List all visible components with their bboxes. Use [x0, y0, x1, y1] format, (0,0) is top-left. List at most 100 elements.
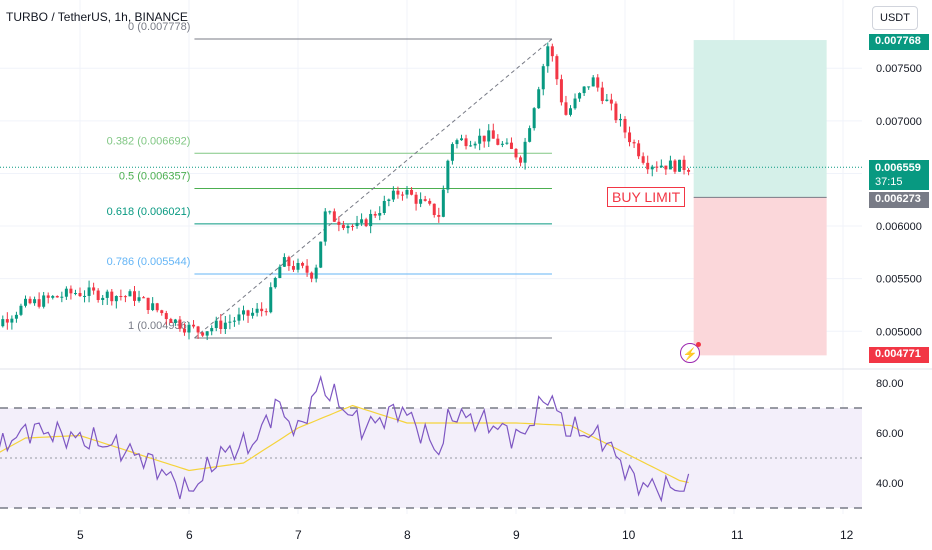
candle-body-70: [291, 266, 295, 270]
candle-body-144: [628, 132, 632, 143]
candle-body-132: [573, 98, 577, 109]
candle-body-122: [528, 128, 532, 142]
candle-body-99: [423, 199, 427, 201]
candle-body-16: [46, 295, 50, 298]
candle-body-117: [505, 142, 509, 144]
current-price-value: 0.006559: [875, 162, 921, 174]
candle-body-150: [655, 166, 659, 168]
candle-body-92: [391, 190, 395, 200]
candle-body-55: [223, 322, 227, 330]
candle-body-93: [396, 190, 400, 195]
candle-body-72: [301, 262, 305, 266]
candle-body-104: [446, 160, 450, 190]
candle-body-53: [214, 320, 218, 329]
alert-dot: [696, 342, 701, 347]
candle-body-73: [305, 265, 309, 273]
candle-body-30: [110, 291, 114, 302]
candle-body-65: [269, 287, 273, 313]
candle-body-119: [514, 148, 518, 158]
candle-body-96: [410, 189, 414, 195]
candle-body-60: [246, 310, 250, 316]
x-tick-label-1: 6: [186, 528, 193, 542]
rsi-tick-label-0: 40.00: [876, 478, 904, 490]
candle-body-153: [668, 160, 672, 170]
candle-body-36: [137, 297, 141, 301]
candle-body-18: [55, 296, 59, 298]
candle-body-38: [146, 297, 150, 311]
candle-body-54: [219, 320, 223, 330]
symbol-title: TURBO / TetherUS, 1h, BINANCE: [6, 10, 188, 24]
candle-body-112: [482, 135, 486, 142]
x-tick-label-7: 12: [840, 528, 854, 542]
candle-body-41: [160, 310, 164, 314]
candle-body-77: [323, 211, 327, 242]
candle-body-43: [169, 319, 173, 323]
candle-body-115: [496, 138, 500, 145]
candle-body-82: [346, 225, 350, 229]
candle-body-121: [523, 141, 527, 163]
y-tick-label-0: 0.005000: [876, 326, 922, 338]
candle-body-149: [650, 166, 654, 170]
candle-body-152: [664, 165, 668, 170]
candle-body-48: [192, 324, 196, 327]
candle-body-61: [251, 312, 255, 316]
candle-body-19: [60, 296, 64, 298]
target-zone: [693, 40, 827, 198]
candle-body-151: [659, 165, 663, 168]
candle-body-68: [282, 257, 286, 267]
candle-body-103: [441, 189, 445, 217]
candle-body-27: [96, 290, 100, 301]
stop-price-tag: 0.004771: [869, 347, 929, 363]
candle-body-63: [260, 308, 264, 312]
candle-body-64: [264, 311, 268, 313]
candle-body-157: [687, 169, 691, 172]
x-tick-label-6: 11: [731, 528, 744, 542]
candle-body-67: [278, 266, 282, 279]
candle-body-45: [178, 319, 182, 329]
candle-body-154: [673, 160, 677, 172]
currency-button[interactable]: USDT: [872, 6, 918, 30]
rsi-tick-label-2: 80.00: [876, 378, 904, 390]
candle-body-12: [28, 298, 32, 304]
x-tick-label-3: 8: [404, 528, 411, 542]
candle-body-123: [532, 108, 536, 129]
candle-body-51: [205, 331, 209, 336]
candle-body-47: [187, 324, 191, 333]
fib-trend-line: [194, 38, 553, 339]
candle-body-109: [469, 145, 473, 147]
candle-body-11: [24, 298, 27, 306]
candle-body-69: [287, 257, 291, 267]
candle-body-23: [78, 293, 82, 297]
candle-countdown: 37:15: [875, 176, 903, 188]
candle-body-97: [414, 194, 418, 204]
candle-body-108: [464, 138, 468, 147]
candle-body-17: [51, 296, 55, 298]
candle-body-101: [432, 203, 436, 216]
candle-body-129: [559, 79, 563, 103]
candle-body-136: [591, 77, 595, 87]
candle-body-24: [83, 295, 87, 297]
buy-limit-label[interactable]: BUY LIMIT: [607, 187, 686, 207]
candle-body-86: [364, 219, 368, 227]
stop-zone: [693, 197, 827, 356]
candle-body-134: [582, 86, 586, 94]
candle-body-80: [337, 221, 341, 225]
candle-body-13: [33, 299, 37, 304]
candle-body-106: [455, 140, 459, 145]
candle-body-89: [378, 213, 382, 216]
candle-body-62: [255, 308, 259, 313]
candle-body-35: [133, 291, 136, 301]
candle-body-75: [314, 267, 318, 279]
candle-body-50: [201, 332, 205, 336]
candle-body-110: [473, 143, 477, 146]
candle-body-85: [360, 219, 364, 223]
candle-body-79: [332, 211, 336, 222]
candle-body-84: [355, 222, 359, 226]
candle-body-31: [114, 296, 118, 302]
lightning-icon[interactable]: ⚡: [680, 342, 701, 363]
candle-body-20: [64, 288, 68, 297]
rsi-tick-label-1: 60.00: [876, 428, 904, 440]
candle-body-81: [341, 224, 345, 229]
candle-body-28: [101, 297, 105, 301]
